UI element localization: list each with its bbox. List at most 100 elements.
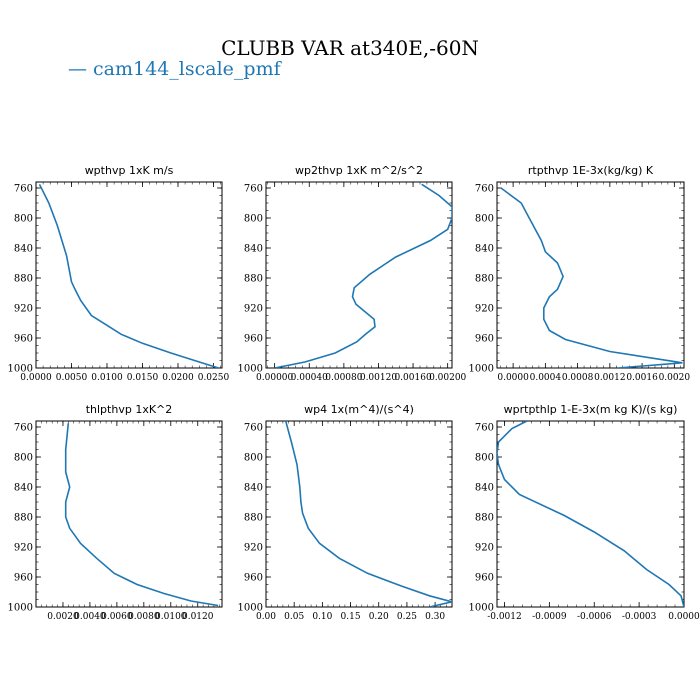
plot-frame — [265, 181, 453, 369]
y-tick-label: 960 — [244, 573, 263, 584]
y-tick-label: 840 — [475, 483, 494, 494]
x-tick-label: 0.0200 — [162, 373, 194, 383]
x-tick-label: 0.0000 — [668, 612, 700, 622]
plot-frame — [35, 181, 223, 369]
x-tick-label: 0.00200 — [429, 373, 466, 383]
x-tick-label: 0.00160 — [394, 373, 431, 383]
y-tick-label: 920 — [244, 543, 263, 554]
x-tick-label: 0.0016 — [626, 373, 658, 383]
x-tick-label: 0.20 — [369, 612, 389, 622]
x-tick-label: 0.25 — [397, 612, 417, 622]
x-tick-label: 0.0000 — [497, 373, 529, 383]
y-tick-label: 960 — [475, 573, 494, 584]
panel-5: wp4 1x(m^4)/(s^4)76080084088092096010000… — [238, 403, 453, 622]
x-tick-label: 0.0040 — [74, 612, 106, 622]
x-tick-label: -0.0009 — [532, 612, 567, 622]
y-tick-label: 920 — [14, 543, 33, 554]
series-line — [497, 421, 684, 607]
series-line — [64, 423, 219, 607]
panel-6: wprtpthlp 1-E-3x(m kg K)/(s kg) 760 800 840… — [469, 403, 700, 622]
chart-title: CLUBB VAR at340E,-60N — [221, 36, 479, 60]
x-tick-label: -0.0006 — [577, 612, 612, 622]
x-tick-label: 0.0012 — [594, 373, 626, 383]
y-tick-label: 840 — [475, 244, 494, 255]
x-tick-label: 0.0050 — [56, 373, 88, 383]
x-tick-label: -0.0012 — [487, 612, 522, 622]
x-tick-label: 0.0008 — [562, 373, 594, 383]
x-tick-label: 0.00000 — [256, 373, 293, 383]
x-tick-label: 0.0020 — [47, 612, 79, 622]
x-tick-label: 0.0100 — [91, 373, 123, 383]
x-tick-label: 0.0250 — [198, 373, 230, 383]
y-tick-label: 960 — [14, 334, 33, 345]
legend-entry: — cam144_lscale_pmf — [68, 58, 281, 80]
plot-frame — [265, 420, 453, 608]
y-tick-label: 920 — [475, 543, 494, 554]
y-tick-label: 840 — [14, 483, 33, 494]
series-line — [274, 183, 452, 368]
y-tick-label: 760 — [244, 184, 263, 195]
y-tick-label: 1000 — [238, 603, 263, 614]
x-tick-label: 0.0150 — [127, 373, 159, 383]
x-tick-label: 0.30 — [425, 612, 445, 622]
y-tick-label: 960 — [475, 334, 494, 345]
plot-frame — [496, 420, 685, 608]
panel-3: rtpthvp 1E-3x(kg/kg) K 760 800 840 880 920 960… — [469, 164, 691, 383]
y-tick-label: 880 — [475, 274, 494, 285]
y-tick-label: 840 — [14, 244, 33, 255]
panel-title: thlpthvp 1xK^2 — [86, 403, 173, 416]
panel-title: wpthvp 1xK m/s — [85, 164, 174, 177]
y-tick-label: 920 — [14, 304, 33, 315]
x-tick-label: 0.05 — [284, 612, 304, 622]
x-tick-label: 0.0060 — [101, 612, 133, 622]
y-tick-label: 760 — [14, 423, 33, 434]
y-tick-label: 880 — [14, 513, 33, 524]
y-tick-label: 840 — [244, 244, 263, 255]
x-tick-label: 0.0100 — [155, 612, 187, 622]
panel-2: wp2thvp 1xK m^2/s^2 760 800 840 880 920 960 100… — [238, 164, 467, 383]
y-tick-label: 1000 — [469, 603, 494, 614]
x-tick-label: 0.15 — [341, 612, 361, 622]
plot-frame — [35, 420, 223, 608]
x-tick-label: 0.0000 — [20, 373, 52, 383]
y-tick-label: 800 — [475, 453, 494, 464]
y-tick-label: 760 — [475, 184, 494, 195]
panel-title: rtpthvp 1E-3x(kg/kg) K — [528, 164, 654, 177]
panel-title: wp4 1x(m^4)/(s^4) — [304, 403, 414, 416]
panel-title: wp2thvp 1xK m^2/s^2 — [295, 164, 423, 177]
y-tick-label: 1000 — [8, 364, 33, 375]
x-tick-label: 0.00040 — [291, 373, 328, 383]
y-tick-label: 920 — [475, 304, 494, 315]
series-line — [500, 187, 683, 368]
y-tick-label: 760 — [244, 423, 263, 434]
x-tick-label: 0.00 — [256, 612, 276, 622]
x-tick-label: 0.00120 — [360, 373, 397, 383]
x-tick-label: -0.0003 — [622, 612, 657, 622]
y-tick-label: 800 — [14, 453, 33, 464]
panel-4: thlpthvp 1xK^2 760 800 840 880 920 960 1000 0.00… — [8, 403, 223, 622]
y-tick-label: 880 — [244, 513, 263, 524]
y-tick-label: 880 — [475, 513, 494, 524]
x-tick-label: 0.0080 — [128, 612, 160, 622]
y-tick-label: 1000 — [238, 364, 263, 375]
y-tick-label: 800 — [14, 214, 33, 225]
y-tick-label: 800 — [244, 214, 263, 225]
y-tick-label: 960 — [14, 573, 33, 584]
series-line — [284, 421, 452, 607]
y-tick-label: 760 — [14, 184, 33, 195]
y-tick-label: 760 — [475, 423, 494, 434]
y-tick-label: 1000 — [8, 603, 33, 614]
y-tick-label: 960 — [244, 334, 263, 345]
y-tick-label: 920 — [244, 304, 263, 315]
series-line — [38, 183, 219, 368]
y-tick-label: 1000 — [469, 364, 494, 375]
panel-1: wpthvp 1xK m/s76080084088092096010000.00… — [8, 164, 230, 383]
x-tick-label: 0.0004 — [530, 373, 562, 383]
x-tick-label: 0.0120 — [182, 612, 214, 622]
y-tick-label: 800 — [244, 453, 263, 464]
x-tick-label: 0.00080 — [325, 373, 362, 383]
panel-title: wprtpthlp 1-E-3x(m kg K)/(s kg) — [504, 403, 678, 416]
y-tick-label: 840 — [244, 483, 263, 494]
x-tick-label: 0.0020 — [659, 373, 691, 383]
